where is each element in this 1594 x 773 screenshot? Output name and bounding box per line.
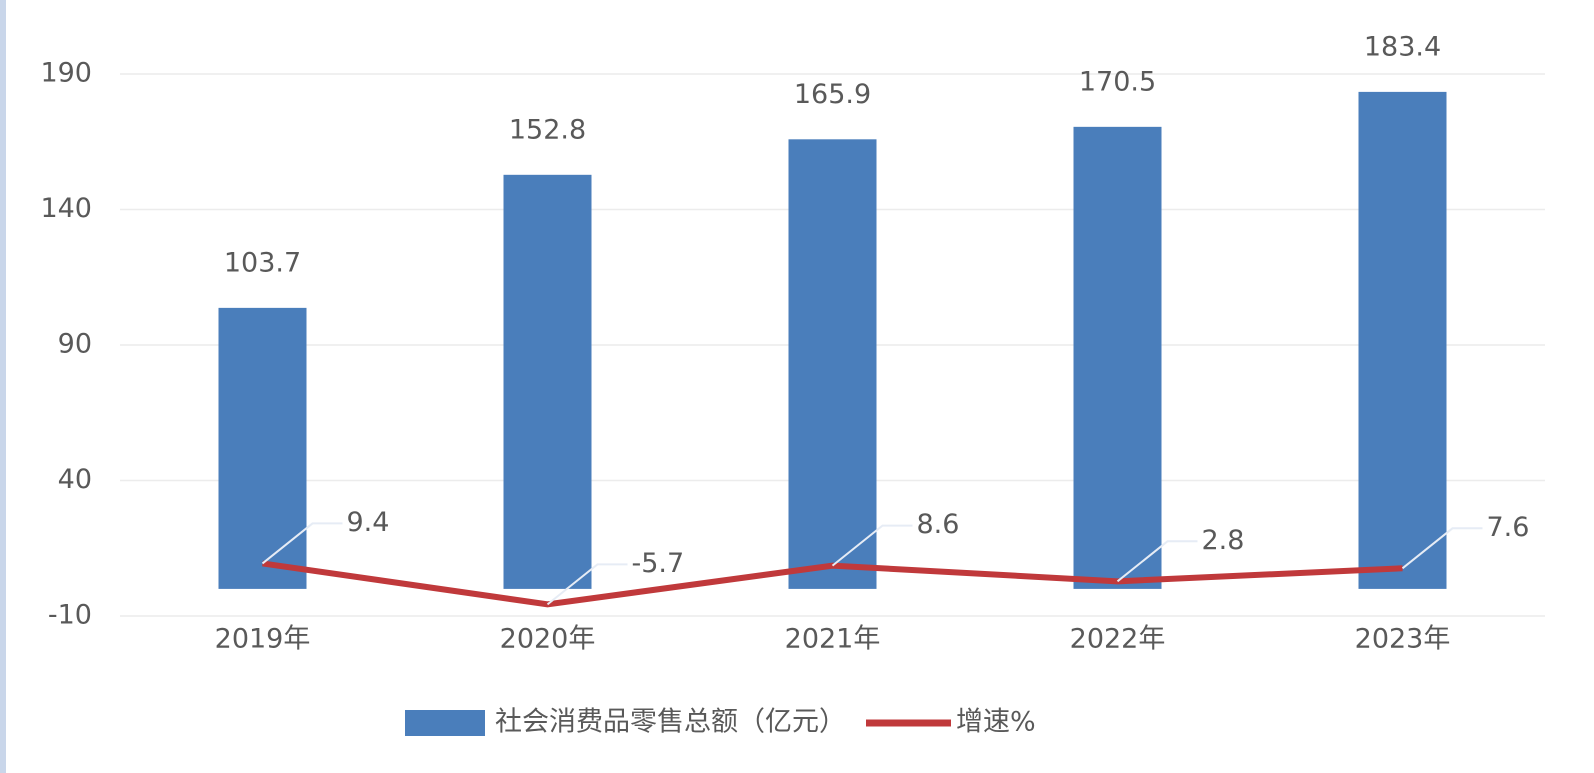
leader-line — [1116, 540, 1198, 583]
y-tick-label: -10 — [48, 600, 92, 631]
legend-swatch — [405, 710, 485, 736]
data-label: 183.4 — [1364, 31, 1441, 62]
leader-line — [546, 563, 628, 606]
leader-line — [831, 524, 913, 567]
data-label: 2.8 — [1202, 525, 1245, 556]
y-tick-label: 190 — [40, 58, 92, 89]
legend-label: 社会消费品零售总额（亿元） — [495, 707, 846, 738]
x-tick-label: 2022年 — [1070, 624, 1166, 655]
leader-line — [1401, 527, 1483, 570]
data-label: 152.8 — [509, 114, 586, 145]
frame-edge — [0, 0, 6, 773]
legend-label: 增速% — [956, 707, 1036, 738]
data-label: -5.7 — [632, 548, 685, 579]
data-label: 170.5 — [1079, 66, 1156, 97]
bar — [1358, 91, 1447, 589]
bar — [503, 174, 592, 589]
x-tick-label: 2020年 — [500, 624, 596, 655]
bar — [218, 307, 307, 589]
x-tick-label: 2019年 — [215, 624, 311, 655]
data-label: 9.4 — [347, 507, 390, 538]
y-tick-label: 140 — [40, 193, 92, 224]
leader-line — [261, 522, 343, 565]
x-tick-label: 2023年 — [1355, 624, 1451, 655]
x-tick-label: 2021年 — [785, 624, 881, 655]
y-tick-label: 90 — [58, 329, 92, 360]
y-tick-label: 40 — [58, 464, 92, 495]
bar — [788, 139, 877, 589]
data-label: 103.7 — [224, 247, 301, 278]
bar — [1073, 126, 1162, 589]
data-label: 165.9 — [794, 79, 871, 110]
data-label: 7.6 — [1487, 512, 1530, 543]
data-label: 8.6 — [917, 509, 960, 540]
